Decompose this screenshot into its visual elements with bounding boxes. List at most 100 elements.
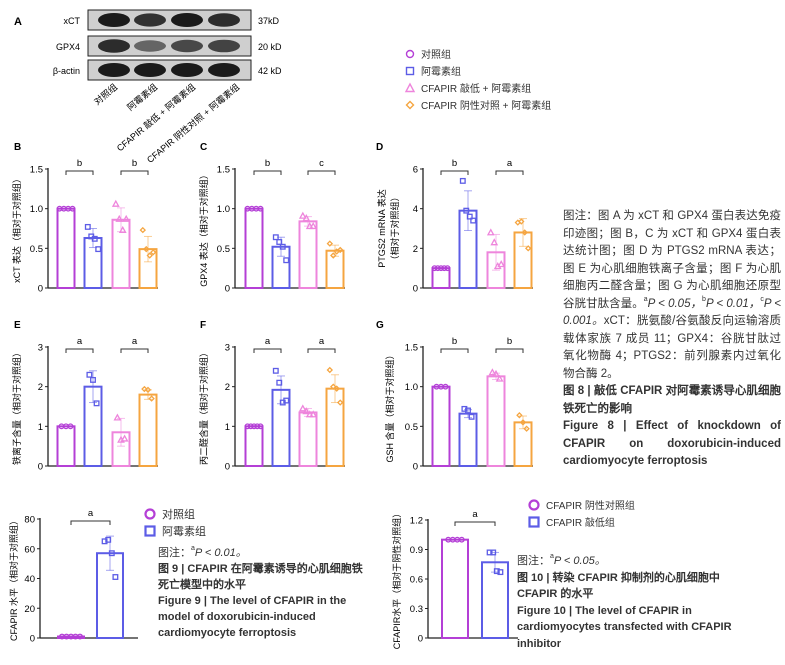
y-tick-label: 1 [38,422,43,433]
data-point [120,434,129,442]
y-tick-label: 0.6 [410,575,423,586]
significance-label: b [77,158,82,169]
significance-label: a [507,158,513,169]
panel-label: G [376,320,384,331]
bar-group [96,535,124,640]
data-point [461,405,468,412]
figure10-title-cn: 图 10 | 转染 CFAPIR 抑制剂的心肌细胞中 CFAPIR 的水平 [517,571,720,601]
y-axis-label: GPX4 表达（相对于对照组） [198,170,209,287]
significance-label: b [452,336,457,347]
bar-group [56,205,76,290]
legend-label: CFAPIR 阴性对照组 [546,501,635,512]
legend-label: 阿霉素组 [162,525,206,538]
y-axis-label: 铁离子含量（相对于对照组） [11,348,22,465]
y-tick-label: 80 [24,515,35,526]
data-point [244,423,251,430]
y-tick-label: 0 [413,462,418,473]
data-point [495,374,504,382]
figure10-caption: 图注：aP < 0.05。 图 10 | 转染 CFAPIR 抑制剂的心肌细胞中… [517,553,757,652]
significance-bracket [307,170,336,175]
y-tick-label: 0.9 [410,545,423,556]
blot-row: xCT 37kD [64,9,280,31]
legend-item: 阿霉素组 [143,522,206,539]
data-point [518,218,525,225]
significance-bracket [120,348,149,353]
bar-group [271,367,291,467]
data-point [333,385,340,392]
lane-label: CFAPIR 阴性对照 + 阿霉素组 [144,81,241,165]
figure9-title-en: Figure 9 | The level of CFAPIR in the mo… [158,595,347,639]
square-marker [405,66,415,75]
data-point [441,265,448,272]
y-tick-label: 3 [38,343,43,354]
blot-row-label: β-actin [53,66,80,76]
data-point [524,245,532,252]
p-c: P < 0.001。 [563,297,782,328]
data-point [67,423,74,430]
bar-group [244,423,264,468]
triangle-icon [404,82,416,92]
data-point [144,386,152,394]
bar-group [138,385,158,468]
data-point [86,371,93,378]
square-icon [528,515,540,528]
data-point [330,252,337,259]
significance-bracket [253,348,282,353]
data-point [101,538,108,545]
y-tick-label: 2 [225,382,230,393]
bar [458,412,478,468]
significance-label: a [132,336,138,347]
significance-label: a [88,508,94,519]
significance-bracket [495,170,524,175]
chart-c: C 0 0.5 1.0 1.5 GPX4 表达（相对于对照组） b c [198,142,345,295]
data-point [465,407,471,414]
data-point [113,413,122,421]
y-axis-label-line2: （相对于对照组） [389,192,400,264]
y-tick-label: 0 [225,462,230,473]
data-point [298,404,307,412]
bar-group [57,633,85,640]
data-point [77,633,83,640]
bar-group [513,412,533,468]
significance-label: a [77,336,83,347]
data-point [459,177,466,184]
bar-group [271,234,291,290]
bar [441,538,469,640]
figure8-caption: 图注：图 A 为 xCT 和 GPX4 蛋白表达免疫印迹图；图 B，C 为 xC… [563,208,781,471]
caption-abbreviations: xCT：胱氨酸/谷氨酸反向运输溶质载体家族 7 成员 11；GPX4：谷胱甘肽过… [563,315,781,380]
y-tick-label: 1.2 [410,516,423,527]
data-point [458,536,465,543]
data-point [336,246,344,254]
data-point [283,257,290,264]
data-point [93,400,100,407]
data-point [279,243,286,250]
figure10-legend: CFAPIR 阴性对照组 CFAPIR 敲低组 [527,496,635,530]
circle-marker [405,49,415,58]
data-point [523,425,530,432]
y-axis-label: CFAPIR 水平（相对于对照组） [8,516,19,641]
bar-group [298,404,318,468]
bar-group [441,536,469,640]
y-axis-label: 丙二醛含量（相对于对照组） [198,348,209,465]
data-point [122,214,131,222]
chart-b: B 0 0.5 1.0 1.5 xCT 表达（相对于对照组） b b [11,142,158,295]
protein-band [134,40,166,52]
data-point [519,419,527,426]
y-tick-label: 6 [413,165,418,176]
legend-label: 对照组 [162,508,195,521]
significance-bracket [440,170,469,175]
circle-icon [144,507,156,520]
y-tick-label: 0.5 [30,244,43,255]
y-axis-label: PTGS2 mRNA 表达 [376,189,387,268]
data-point [438,265,444,272]
bar [244,207,264,290]
note-prefix: 图注： [158,547,191,559]
chart-f9: 0 20 40 60 80 CFAPIR 水平（相对于对照组） a [8,508,138,645]
western-blot-panel: A xCT 37kD GPX4 20 kD β-actin 42 kD 对照组 阿霉素组CF… [14,9,282,165]
figure8-title-en: Figure 8 | Effect of knockdown of CFAPIR… [563,420,781,467]
note-prefix: 图注： [517,555,550,567]
y-tick-label: 0.5 [405,422,418,433]
y-tick-label: 0 [225,284,230,295]
bar [56,207,76,290]
